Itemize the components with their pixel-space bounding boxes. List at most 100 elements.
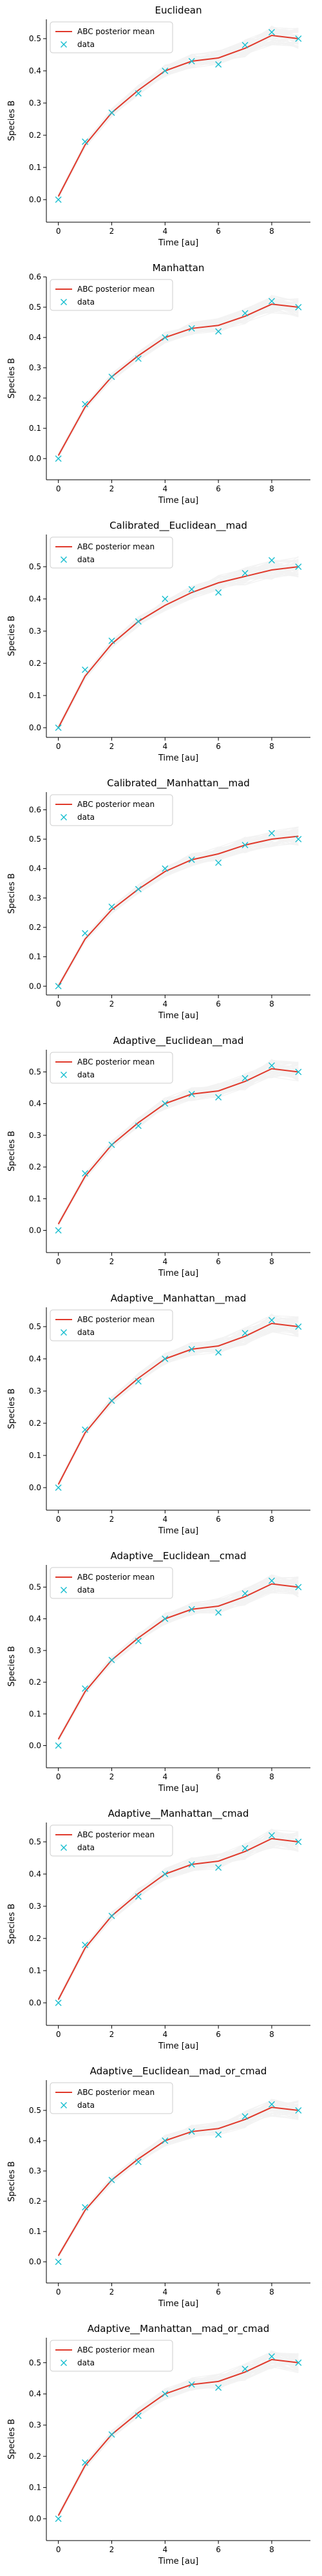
posterior-sample-line: [58, 305, 299, 455]
x-tick-label: 0: [56, 1257, 61, 1266]
chart-title: Adaptive__Euclidean__mad_or_cmad: [90, 2065, 267, 2078]
data-marker: [108, 109, 115, 116]
data-marker: [55, 1227, 62, 1234]
posterior-sample-line: [58, 29, 299, 196]
x-tick-label: 0: [56, 484, 61, 493]
posterior-sample-line: [58, 560, 299, 730]
posterior-sample-line: [58, 30, 299, 198]
x-tick-label: 6: [216, 2287, 221, 2297]
posterior-sample-line: [58, 1840, 299, 2001]
posterior-sample-line: [58, 1319, 299, 1482]
posterior-sample-line: [58, 1070, 299, 1224]
posterior-sample-line: [58, 1321, 299, 1486]
legend-marker-swatch: [61, 1072, 67, 1078]
x-tick-label: 8: [269, 1772, 274, 1781]
posterior-sample-line: [58, 1318, 299, 1484]
posterior-sample-line: [58, 1841, 299, 2000]
data-marker: [135, 2158, 142, 2165]
x-axis-label: Time [au]: [158, 1526, 198, 1536]
x-tick-label: 6: [216, 1257, 221, 1266]
posterior-sample-line: [58, 1833, 299, 2000]
data-marker: [108, 374, 115, 381]
posterior-sample-line: [58, 1837, 299, 1998]
legend-marker-swatch: [61, 1329, 67, 1336]
posterior-sample-line: [58, 2358, 299, 2517]
x-tick-label: 2: [109, 484, 115, 493]
posterior-sample-line: [58, 304, 299, 455]
posterior-sample-line: [58, 2102, 299, 2257]
posterior-sample-line: [58, 1062, 299, 1224]
posterior-sample-line: [58, 1581, 299, 1739]
posterior-sample-line: [58, 1067, 299, 1225]
x-tick-label: 2: [109, 742, 115, 751]
posterior-sample-line: [58, 1837, 299, 2002]
posterior-sample-line: [58, 1323, 299, 1484]
posterior-sample-line: [58, 1074, 299, 1222]
data-marker: [82, 2204, 89, 2211]
x-axis-label: Time [au]: [158, 1269, 198, 1278]
posterior-sample-line: [58, 37, 299, 199]
data-marker: [268, 1577, 275, 1584]
posterior-sample-line: [58, 1577, 299, 1739]
posterior-sample-line: [58, 564, 299, 727]
posterior-sample-line: [58, 300, 299, 454]
posterior-sample-line: [58, 33, 299, 196]
posterior-sample-line: [58, 561, 299, 728]
y-tick-label: 0.4: [29, 66, 41, 75]
posterior-sample-line: [58, 2101, 299, 2257]
y-tick-label: 0.2: [29, 2452, 41, 2461]
legend-marker-label: data: [77, 1843, 95, 1852]
y-tick-label: 0.5: [29, 34, 41, 43]
y-tick-label: 0.6: [29, 805, 41, 814]
posterior-sample-line: [58, 294, 299, 457]
data-marker: [188, 1090, 195, 1097]
y-tick-label: 0.3: [29, 1131, 41, 1140]
posterior-sample-line: [58, 830, 299, 986]
posterior-sample-line: [58, 299, 299, 459]
posterior-sample-line: [58, 41, 299, 196]
posterior-sample-line: [58, 2354, 299, 2517]
posterior-sample-line: [58, 1318, 299, 1486]
posterior-sample-line: [58, 830, 299, 989]
posterior-sample-line: [58, 1060, 299, 1227]
posterior-sample-line: [58, 298, 299, 454]
posterior-sample-line: [58, 1574, 299, 1740]
posterior-sample-line: [58, 560, 299, 730]
posterior-sample-line: [58, 1577, 299, 1741]
posterior-sample-line: [58, 826, 299, 989]
data-marker: [242, 1075, 249, 1082]
posterior-mean-line: [57, 303, 299, 456]
posterior-sample-line: [58, 1577, 299, 1738]
y-tick-label: 0.4: [29, 864, 41, 873]
posterior-sample-line: [58, 299, 299, 455]
posterior-sample-line: [58, 567, 299, 728]
posterior-sample-line: [58, 2103, 299, 2255]
posterior-sample-line: [58, 1061, 299, 1225]
posterior-sample-band: [58, 1313, 299, 1487]
posterior-sample-line: [58, 2355, 299, 2517]
legend-box: [50, 2082, 173, 2114]
legend: ABC posterior mean data: [50, 1052, 173, 1084]
posterior-sample-line: [58, 2101, 299, 2258]
y-tick-label: 0.5: [29, 1067, 41, 1076]
posterior-sample-line: [58, 2352, 299, 2515]
posterior-sample-line: [58, 2354, 299, 2516]
posterior-sample-line: [58, 29, 299, 198]
posterior-sample-line: [58, 1067, 299, 1226]
posterior-sample-line: [58, 1839, 299, 1999]
x-axis-label: Time [au]: [158, 2041, 198, 2051]
legend-marker-swatch: [61, 299, 67, 305]
x-tick-label: 0: [56, 1772, 61, 1781]
posterior-sample-line: [58, 30, 299, 195]
y-tick-label: 0.3: [29, 627, 41, 636]
data-marker: [135, 886, 142, 893]
legend-marker-label: data: [77, 1328, 95, 1337]
posterior-sample-line: [58, 2099, 299, 2259]
data-marker: [268, 2353, 275, 2360]
posterior-sample-line: [58, 1841, 299, 1998]
posterior-sample-line: [58, 1577, 299, 1742]
posterior-sample-line: [58, 1575, 299, 1741]
posterior-sample-line: [58, 2353, 299, 2515]
posterior-sample-line: [58, 1066, 299, 1224]
